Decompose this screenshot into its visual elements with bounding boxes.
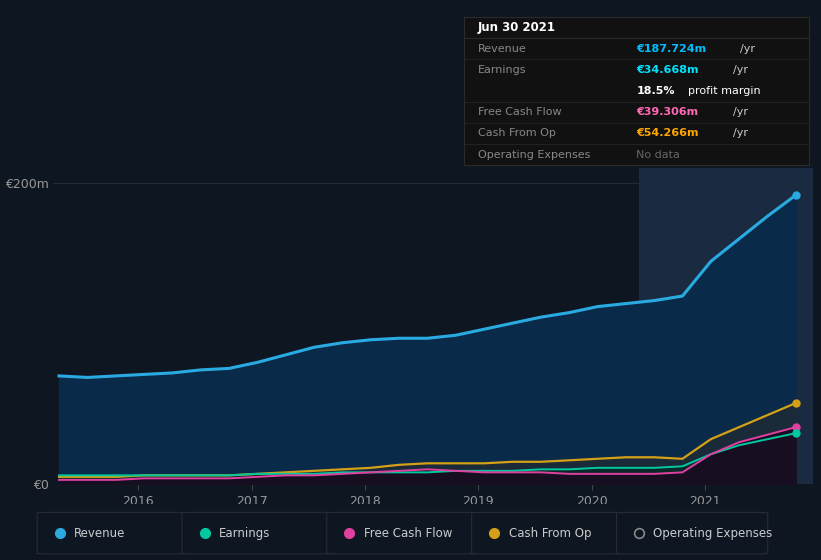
- Text: Free Cash Flow: Free Cash Flow: [478, 107, 562, 117]
- Text: /yr: /yr: [733, 128, 748, 138]
- FancyBboxPatch shape: [327, 512, 478, 554]
- Text: Jun 30 2021: Jun 30 2021: [478, 21, 556, 34]
- Text: Free Cash Flow: Free Cash Flow: [364, 526, 452, 540]
- FancyBboxPatch shape: [617, 512, 768, 554]
- Text: €54.266m: €54.266m: [636, 128, 699, 138]
- FancyBboxPatch shape: [37, 512, 189, 554]
- Text: Earnings: Earnings: [478, 65, 526, 75]
- FancyBboxPatch shape: [182, 512, 333, 554]
- Text: profit margin: profit margin: [688, 86, 760, 96]
- Text: /yr: /yr: [740, 44, 754, 54]
- Text: 18.5%: 18.5%: [636, 86, 675, 96]
- Text: Operating Expenses: Operating Expenses: [478, 150, 590, 160]
- FancyBboxPatch shape: [471, 512, 623, 554]
- Bar: [640, 168, 813, 484]
- Text: /yr: /yr: [733, 107, 748, 117]
- Text: Revenue: Revenue: [74, 526, 126, 540]
- Text: No data: No data: [636, 150, 680, 160]
- Text: Cash From Op: Cash From Op: [509, 526, 591, 540]
- Text: /yr: /yr: [733, 65, 748, 75]
- Text: €34.668m: €34.668m: [636, 65, 699, 75]
- Text: €187.724m: €187.724m: [636, 44, 706, 54]
- Text: Revenue: Revenue: [478, 44, 526, 54]
- Text: Cash From Op: Cash From Op: [478, 128, 556, 138]
- Text: €39.306m: €39.306m: [636, 107, 699, 117]
- Text: Earnings: Earnings: [219, 526, 270, 540]
- Text: Operating Expenses: Operating Expenses: [654, 526, 773, 540]
